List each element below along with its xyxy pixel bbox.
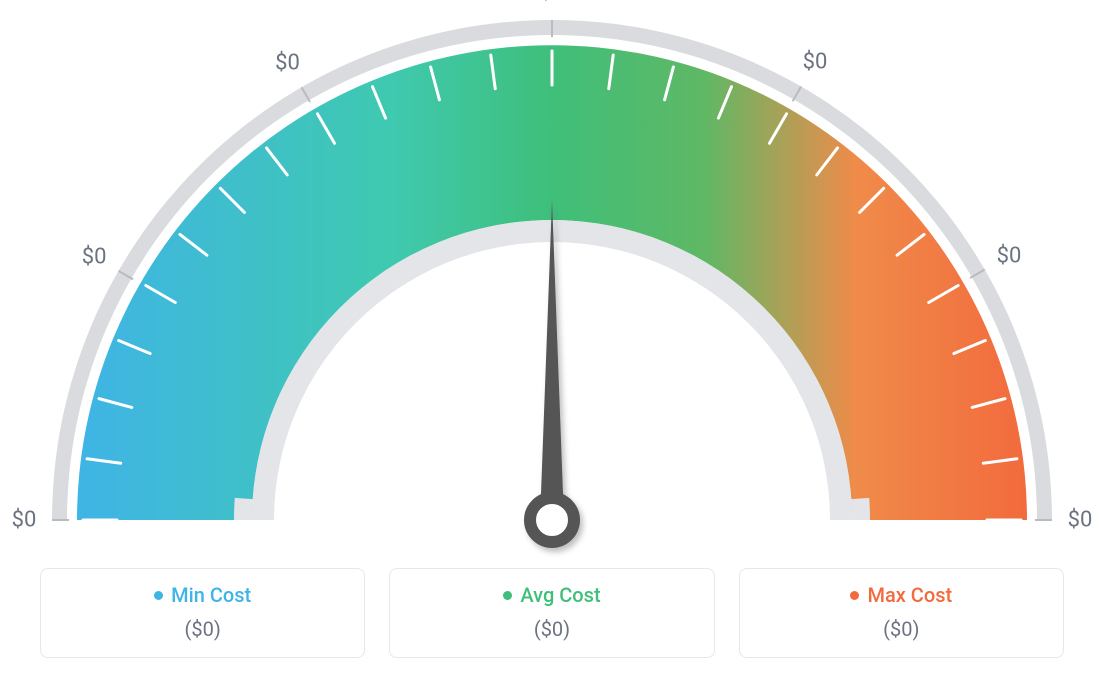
dot-icon bbox=[850, 591, 859, 600]
legend-title-min-text: Min Cost bbox=[171, 583, 251, 607]
dot-icon bbox=[154, 591, 163, 600]
gauge-tick-label: $0 bbox=[12, 508, 37, 533]
legend-card-max: Max Cost ($0) bbox=[739, 568, 1064, 658]
gauge-tick-label: $0 bbox=[540, 0, 565, 5]
gauge-tick-label: $0 bbox=[275, 51, 300, 76]
legend-value-avg: ($0) bbox=[400, 617, 703, 641]
legend-title-max: Max Cost bbox=[850, 583, 952, 607]
legend-card-avg: Avg Cost ($0) bbox=[389, 568, 714, 658]
gauge-tick-label: $0 bbox=[1068, 508, 1093, 533]
cost-gauge-container: $0 $0 $0 $0 $0 $0 $0 Min Cost ($0) Avg Cost ($… bbox=[0, 0, 1104, 690]
legend-row: Min Cost ($0) Avg Cost ($0) Max Cost ($0… bbox=[0, 568, 1104, 658]
legend-title-avg-text: Avg Cost bbox=[520, 583, 600, 607]
gauge-svg bbox=[0, 0, 1104, 560]
gauge-tick-label: $0 bbox=[997, 243, 1022, 268]
legend-card-min: Min Cost ($0) bbox=[40, 568, 365, 658]
gauge-tick-label: $0 bbox=[82, 244, 107, 269]
legend-value-max: ($0) bbox=[750, 617, 1053, 641]
legend-value-min: ($0) bbox=[51, 617, 354, 641]
dot-icon bbox=[503, 591, 512, 600]
legend-title-avg: Avg Cost bbox=[503, 583, 600, 607]
legend-title-min: Min Cost bbox=[154, 583, 251, 607]
gauge-chart: $0 $0 $0 $0 $0 $0 $0 bbox=[0, 0, 1104, 560]
legend-title-max-text: Max Cost bbox=[867, 583, 952, 607]
gauge-tick-label: $0 bbox=[803, 50, 828, 75]
